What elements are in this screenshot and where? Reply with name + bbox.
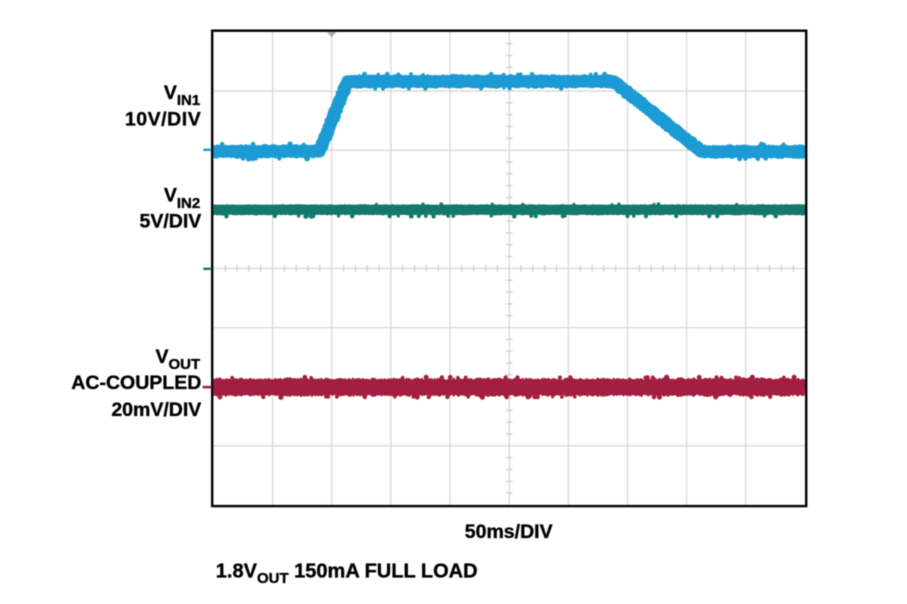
svg-text:5V/DIV: 5V/DIV: [140, 210, 202, 232]
svg-text:10V/DIV: 10V/DIV: [125, 109, 201, 131]
svg-text:50ms/DIV: 50ms/DIV: [465, 521, 553, 543]
svg-text:AC-COUPLED: AC-COUPLED: [71, 372, 201, 394]
svg-text:20mV/DIV: 20mV/DIV: [111, 399, 201, 421]
